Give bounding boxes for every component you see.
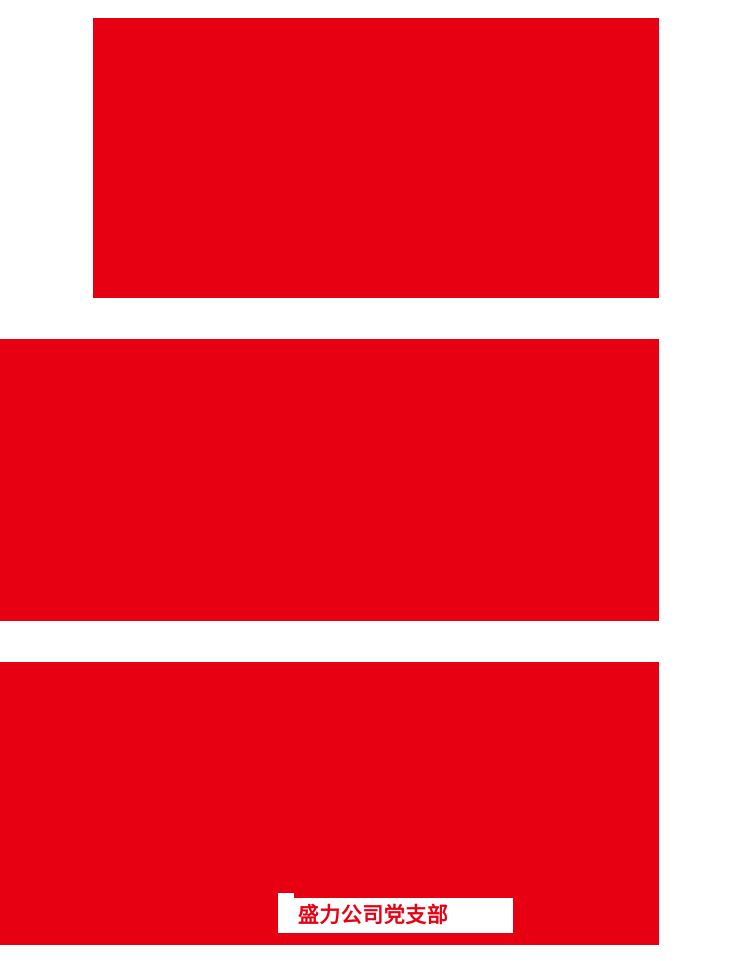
red-block-top	[93, 18, 659, 298]
org-label-box: 盛力公司党支部	[278, 893, 513, 933]
org-label-text: 盛力公司党支部	[298, 904, 449, 927]
red-block-bottom	[0, 662, 659, 945]
red-block-middle	[0, 339, 659, 621]
